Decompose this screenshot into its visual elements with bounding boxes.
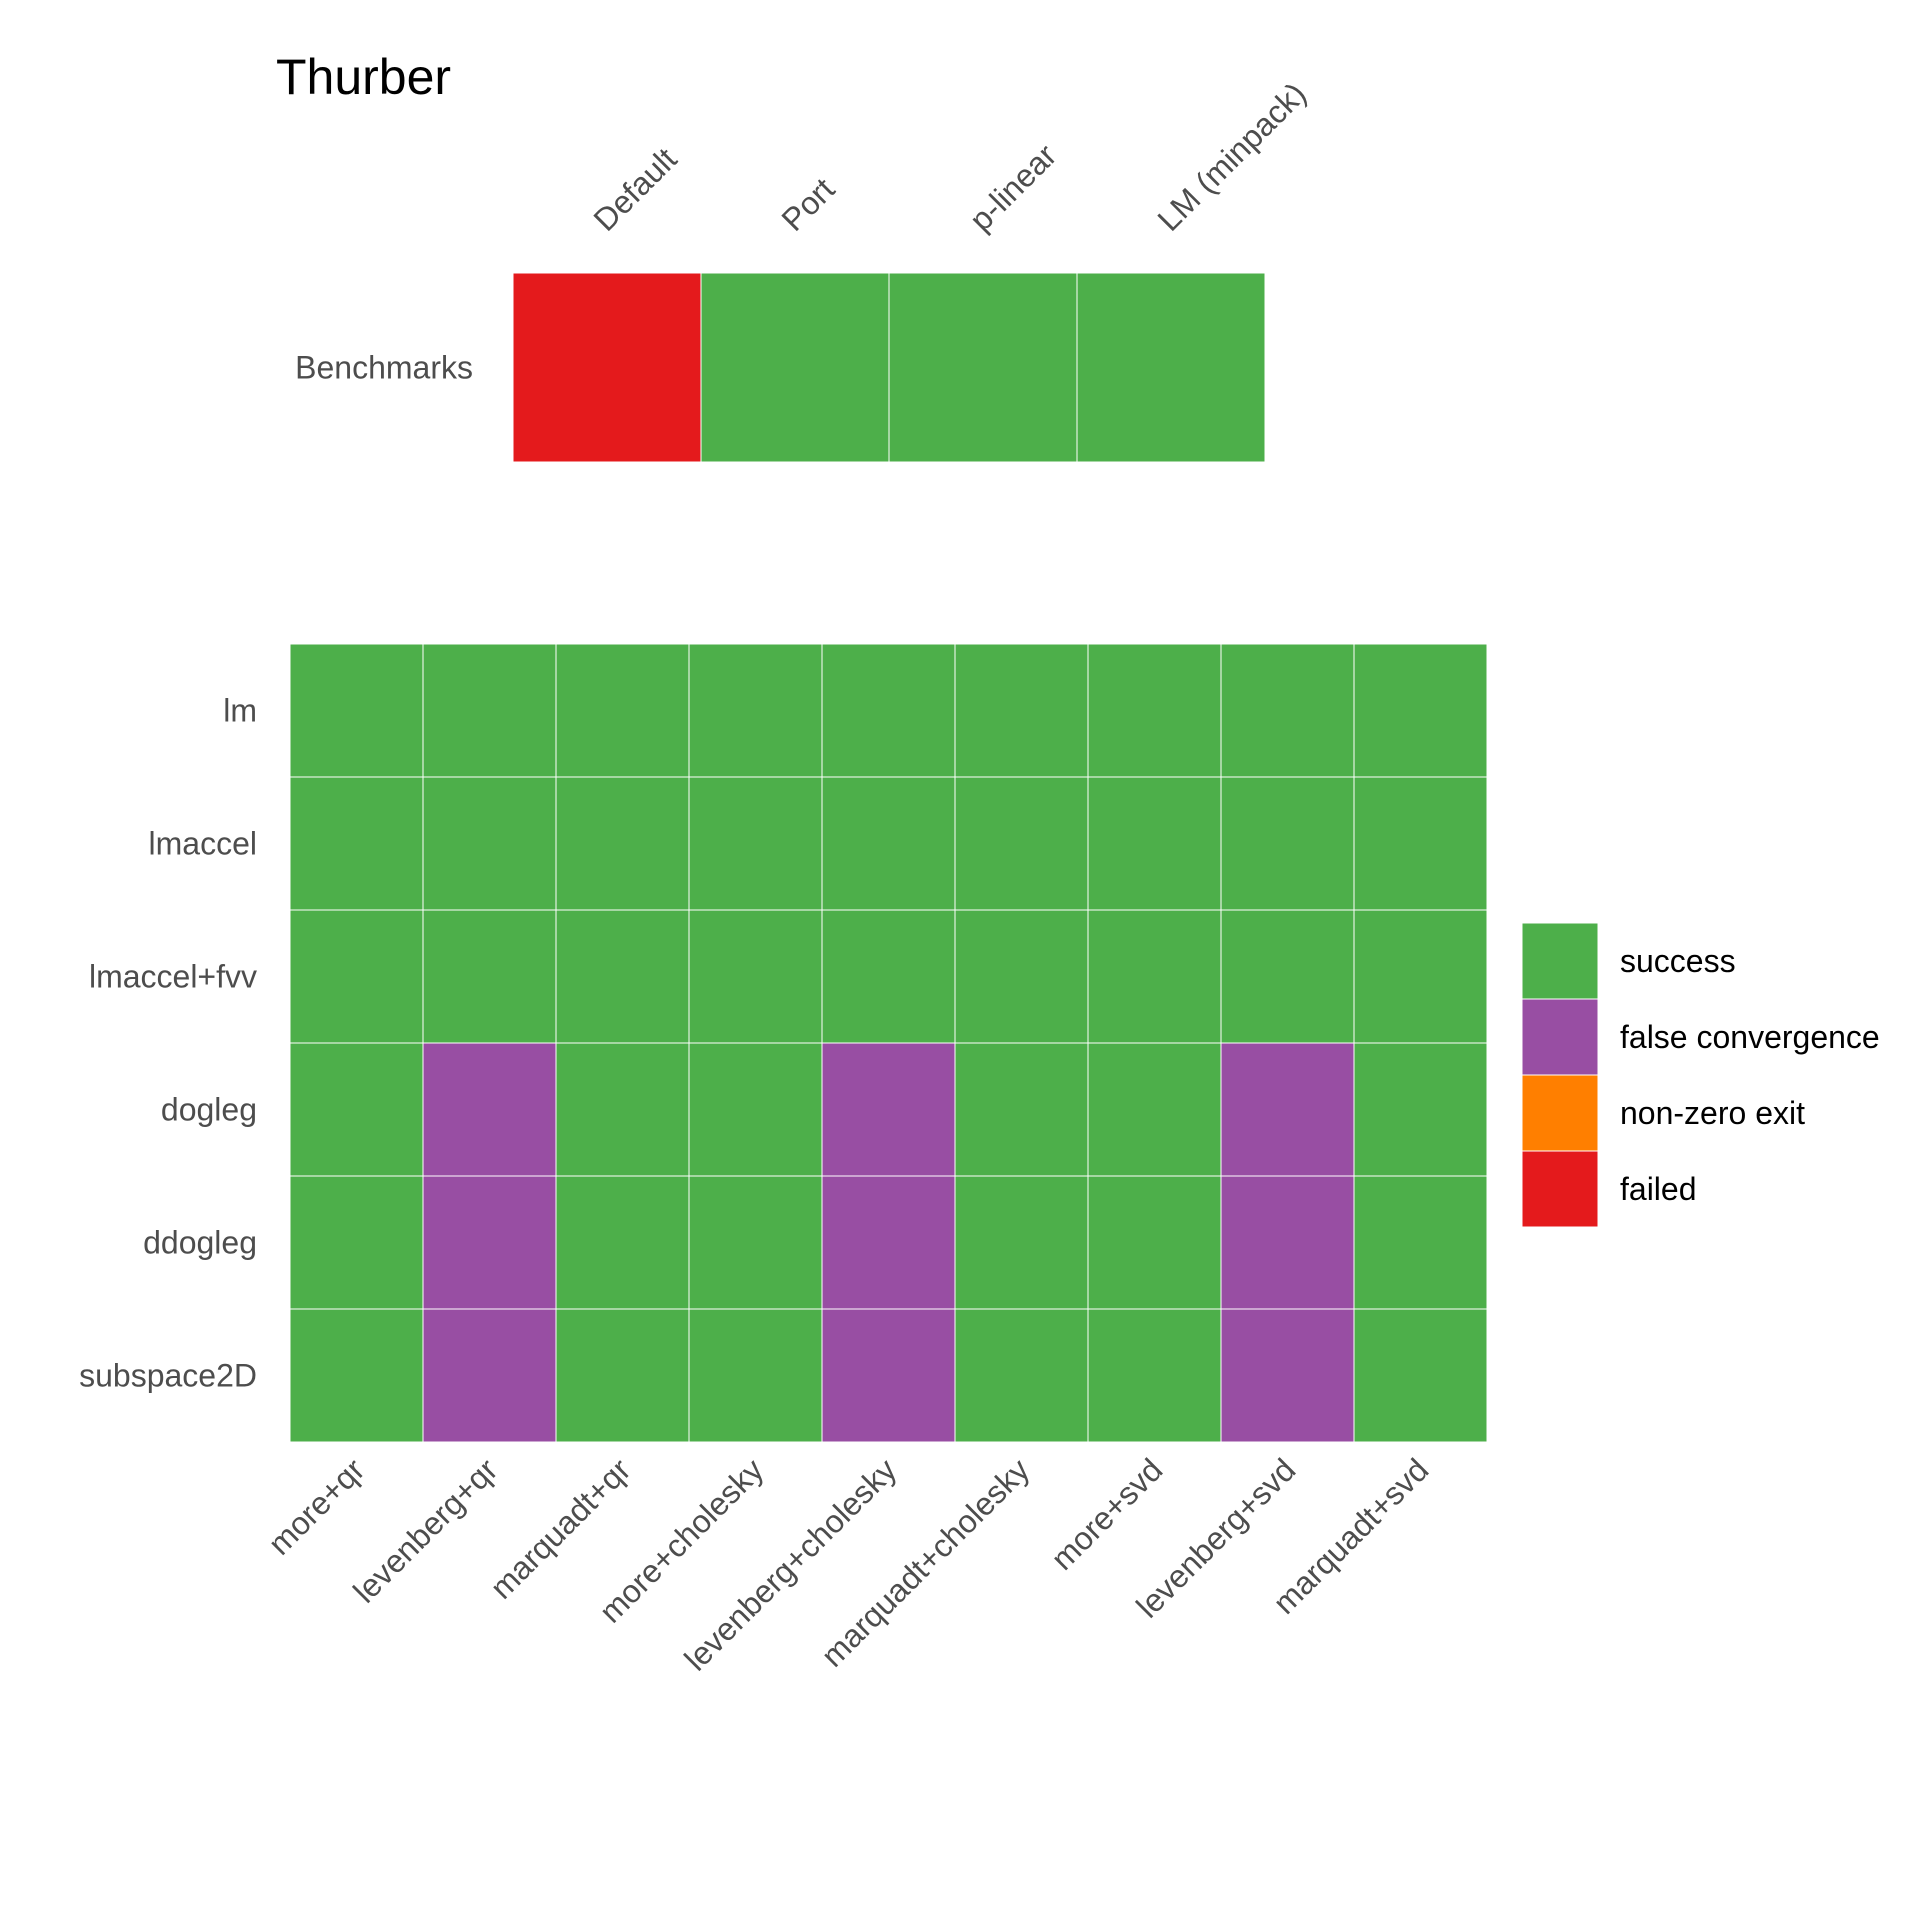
row-label-subspace2d: subspace2D	[79, 1358, 257, 1394]
row-label-benchmarks: Benchmarks	[295, 350, 473, 386]
cell-ddogleg-levenberg-cholesky	[821, 1175, 956, 1310]
legend-label-success: success	[1620, 943, 1736, 979]
cell-dogleg-levenberg-svd	[1220, 1042, 1355, 1177]
benchmarks-panel: Benchmarks Default Port p-linear LM (minpack…	[295, 75, 1313, 463]
column-label-p-linear: p-linear	[962, 137, 1063, 238]
cell-lmaccel-levenberg-svd	[1220, 776, 1355, 911]
cell-lmaccel-more-svd	[1087, 776, 1222, 911]
cell-ddogleg-levenberg-svd	[1220, 1175, 1355, 1310]
cell-ddogleg-more-qr	[289, 1175, 424, 1310]
column-label-more-svd: more+svd	[1044, 1451, 1169, 1576]
cell-lmaccel-fvv-marquadt-cholesky	[954, 909, 1089, 1044]
cell-lm-levenberg-cholesky	[821, 643, 956, 778]
column-label-default: Default	[586, 141, 683, 238]
cell-lmaccel-more-cholesky	[688, 776, 823, 911]
cell-ddogleg-more-svd	[1087, 1175, 1222, 1310]
legend-label-non-zero-exit: non-zero exit	[1620, 1095, 1805, 1131]
cell-lmaccel-fvv-more-qr	[289, 909, 424, 1044]
cell-dogleg-levenberg-qr	[422, 1042, 557, 1177]
solvers-panel: lm lmaccel lmaccel+fvv dogleg ddogleg subspac…	[79, 643, 1488, 1678]
legend-key-success	[1521, 922, 1599, 1000]
column-label-lm-minpack: LM (minpack)	[1150, 75, 1313, 238]
cell-subspace2d-more-svd	[1087, 1308, 1222, 1443]
row-label-dogleg: dogleg	[161, 1092, 257, 1128]
cell-ddogleg-marquadt-cholesky	[954, 1175, 1089, 1310]
cell-subspace2d-more-cholesky	[688, 1308, 823, 1443]
cell-lmaccel-fvv-marquadt-qr	[555, 909, 690, 1044]
cell-subspace2d-levenberg-svd	[1220, 1308, 1355, 1443]
cell-lmaccel-fvv-levenberg-qr	[422, 909, 557, 1044]
cell-lmaccel-fvv-more-svd	[1087, 909, 1222, 1044]
cell-benchmarks-lm-minpack	[1076, 272, 1266, 463]
cell-subspace2d-marquadt-svd	[1353, 1308, 1488, 1443]
cell-subspace2d-more-qr	[289, 1308, 424, 1443]
cell-lm-more-cholesky	[688, 643, 823, 778]
cell-lm-more-qr	[289, 643, 424, 778]
cell-lm-levenberg-qr	[422, 643, 557, 778]
chart-title: Thurber	[276, 49, 451, 105]
cell-subspace2d-marquadt-cholesky	[954, 1308, 1089, 1443]
cell-dogleg-more-qr	[289, 1042, 424, 1177]
legend-key-failed	[1521, 1150, 1599, 1228]
cell-dogleg-marquadt-svd	[1353, 1042, 1488, 1177]
cell-lm-marquadt-qr	[555, 643, 690, 778]
column-label-port: Port	[774, 171, 841, 238]
cell-lmaccel-levenberg-cholesky	[821, 776, 956, 911]
row-label-ddogleg: ddogleg	[143, 1225, 257, 1261]
column-label-levenberg-qr: levenberg+qr	[346, 1451, 504, 1609]
cell-lmaccel-more-qr	[289, 776, 424, 911]
cell-lm-marquadt-cholesky	[954, 643, 1089, 778]
cell-lmaccel-marquadt-svd	[1353, 776, 1488, 911]
cell-benchmarks-port	[700, 272, 890, 463]
cell-subspace2d-levenberg-qr	[422, 1308, 557, 1443]
cell-subspace2d-levenberg-cholesky	[821, 1308, 956, 1443]
row-label-lmaccel: lmaccel	[149, 826, 257, 862]
cell-benchmarks-p-linear	[888, 272, 1078, 463]
cell-ddogleg-marquadt-qr	[555, 1175, 690, 1310]
cell-dogleg-marquadt-cholesky	[954, 1042, 1089, 1177]
cell-lmaccel-marquadt-qr	[555, 776, 690, 911]
cell-lm-levenberg-svd	[1220, 643, 1355, 778]
cell-dogleg-more-cholesky	[688, 1042, 823, 1177]
cell-lm-more-svd	[1087, 643, 1222, 778]
cell-dogleg-more-svd	[1087, 1042, 1222, 1177]
cell-ddogleg-marquadt-svd	[1353, 1175, 1488, 1310]
legend-key-non-zero-exit	[1521, 1074, 1599, 1152]
row-label-lm: lm	[223, 693, 257, 729]
cell-lmaccel-fvv-more-cholesky	[688, 909, 823, 1044]
row-label-lmaccel-fvv: lmaccel+fvv	[89, 959, 257, 995]
column-label-more-qr: more+qr	[261, 1451, 372, 1562]
cell-ddogleg-levenberg-qr	[422, 1175, 557, 1310]
cell-lmaccel-fvv-levenberg-svd	[1220, 909, 1355, 1044]
cell-lmaccel-levenberg-qr	[422, 776, 557, 911]
legend-label-failed: failed	[1620, 1171, 1697, 1207]
cell-benchmarks-default	[512, 272, 702, 463]
cell-lmaccel-fvv-levenberg-cholesky	[821, 909, 956, 1044]
legend-key-false-convergence	[1521, 998, 1599, 1076]
legend-label-false-convergence: false convergence	[1620, 1019, 1880, 1055]
cell-lmaccel-marquadt-cholesky	[954, 776, 1089, 911]
cell-dogleg-marquadt-qr	[555, 1042, 690, 1177]
cell-dogleg-levenberg-cholesky	[821, 1042, 956, 1177]
cell-lm-marquadt-svd	[1353, 643, 1488, 778]
cell-subspace2d-marquadt-qr	[555, 1308, 690, 1443]
legend: success false convergence non-zero exit fai…	[1521, 922, 1880, 1228]
cell-lmaccel-fvv-marquadt-svd	[1353, 909, 1488, 1044]
cell-ddogleg-more-cholesky	[688, 1175, 823, 1310]
